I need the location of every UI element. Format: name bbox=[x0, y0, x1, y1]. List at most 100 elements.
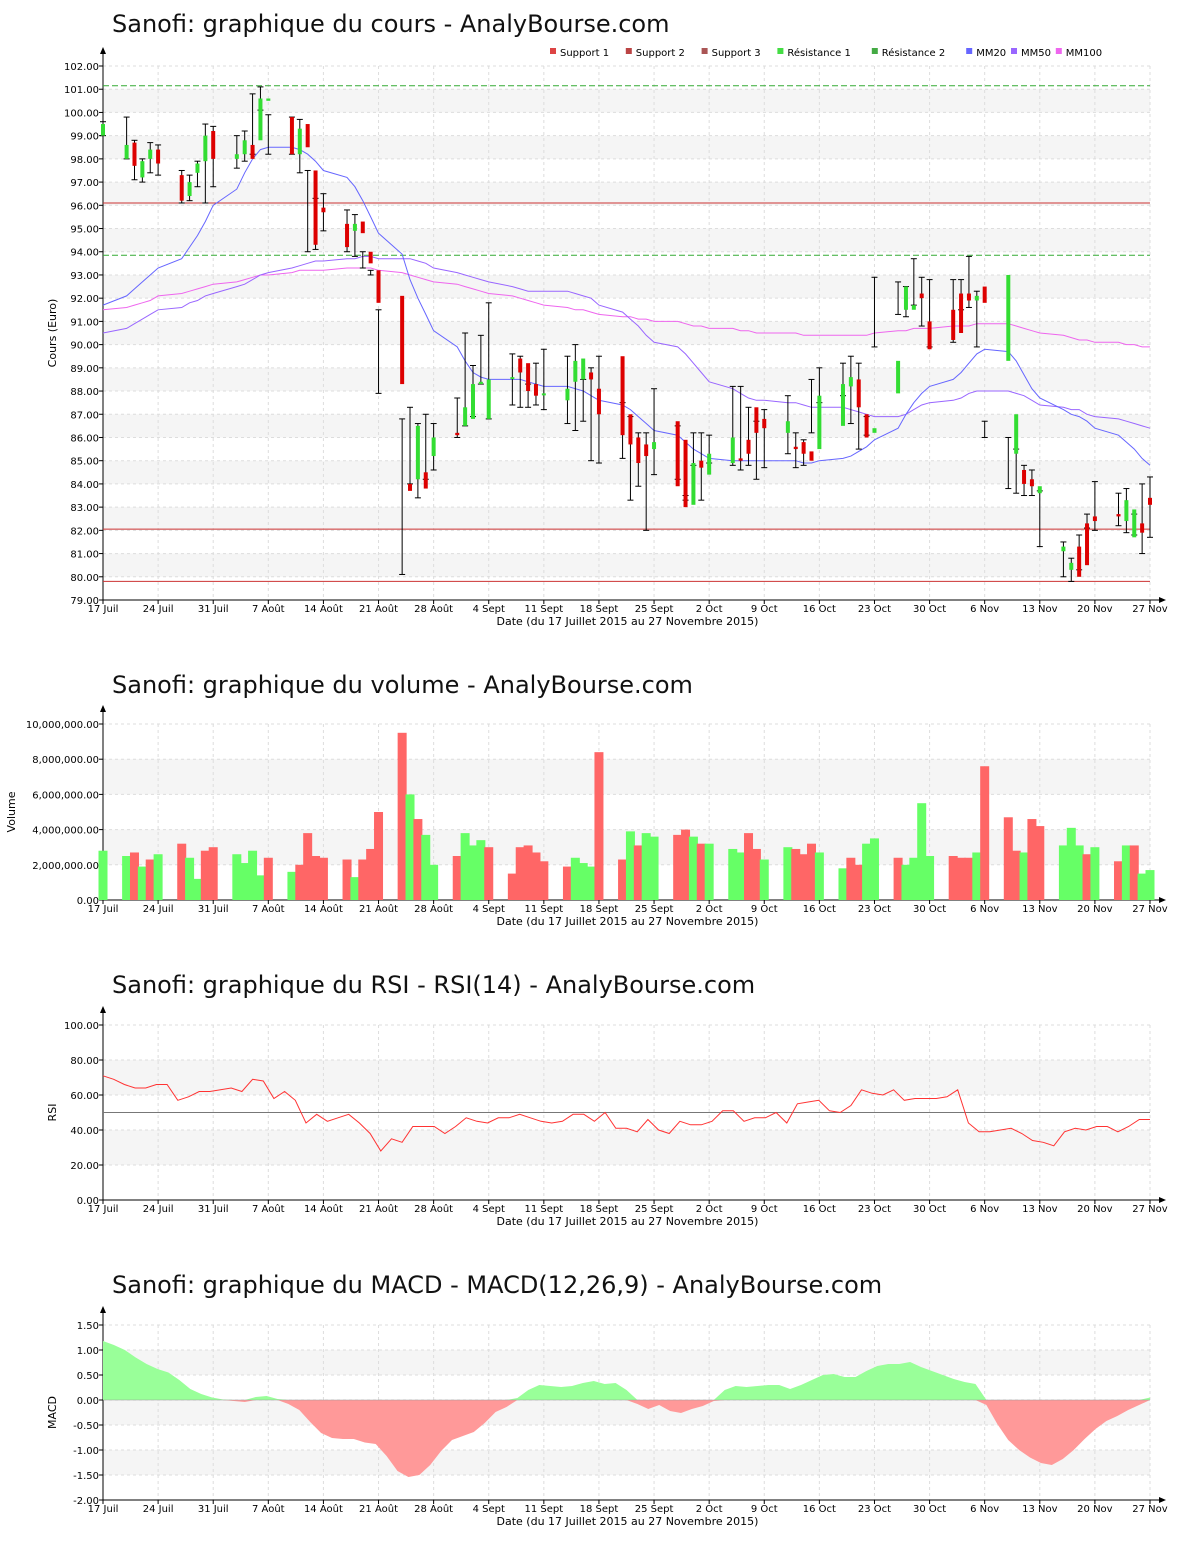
candle bbox=[871, 276, 878, 433]
x-tick-label: 24 Juil bbox=[143, 1204, 174, 1215]
candle-body bbox=[730, 437, 735, 464]
y-tick-label: 82.00 bbox=[70, 526, 99, 537]
y-tick-label: 100.00 bbox=[64, 108, 99, 119]
candle bbox=[895, 281, 902, 394]
candle-body bbox=[565, 388, 570, 401]
candle bbox=[265, 98, 272, 155]
volume-bar bbox=[1058, 845, 1068, 900]
candle-body bbox=[526, 363, 531, 392]
candle-body bbox=[289, 117, 294, 155]
y-tick-label: 90.00 bbox=[70, 341, 99, 352]
candle-body bbox=[431, 437, 436, 457]
rsi-chart-title: Sanofi: graphique du RSI - RSI(14) - Ana… bbox=[112, 971, 756, 999]
candle-body bbox=[533, 384, 538, 396]
legend-label: Résistance 2 bbox=[882, 47, 945, 59]
volume-bar bbox=[846, 857, 856, 900]
volume-bar bbox=[468, 845, 478, 900]
x-tick-label: 14 Août bbox=[304, 1503, 343, 1515]
legend-swatch bbox=[871, 48, 878, 54]
candle bbox=[477, 334, 484, 385]
legend-swatch bbox=[701, 48, 708, 54]
y-tick-label: 95.00 bbox=[70, 225, 99, 236]
candle bbox=[1068, 557, 1075, 582]
candle-body bbox=[1037, 486, 1042, 494]
x-axis-arrow bbox=[1159, 897, 1166, 903]
mm100-line bbox=[102, 267, 1150, 348]
candle-body bbox=[1006, 274, 1011, 361]
x-tick-label: 25 Sept bbox=[635, 904, 674, 915]
candle-body bbox=[1014, 414, 1019, 454]
candle-body bbox=[203, 135, 208, 162]
candle-body bbox=[518, 358, 523, 373]
volume-bar bbox=[232, 854, 242, 900]
candle bbox=[296, 118, 303, 174]
x-tick-label: 28 Août bbox=[414, 603, 453, 615]
x-tick-label: 7 Août bbox=[252, 603, 285, 615]
volume-bar bbox=[145, 859, 155, 900]
candle bbox=[950, 279, 957, 343]
x-axis-label: Date (du 17 Juillet 2015 au 27 Novembre … bbox=[497, 615, 759, 628]
x-tick-label: 21 Août bbox=[359, 903, 398, 915]
x-axis-label: Date (du 17 Juillet 2015 au 27 Novembre … bbox=[497, 1515, 759, 1528]
x-tick-label: 21 Août bbox=[359, 1203, 398, 1215]
x-tick-label: 27 Nov bbox=[1132, 604, 1168, 615]
x-tick-label: 7 Août bbox=[252, 1203, 285, 1215]
volume-bar bbox=[98, 850, 108, 900]
candle-body bbox=[1140, 523, 1145, 533]
candle-body bbox=[345, 223, 350, 248]
candle-body bbox=[211, 131, 216, 159]
candle bbox=[682, 439, 689, 508]
candle-body bbox=[801, 442, 806, 454]
candle bbox=[981, 286, 988, 438]
volume-bar bbox=[177, 843, 187, 900]
candle-body bbox=[1069, 562, 1074, 570]
candle bbox=[863, 414, 870, 438]
candle bbox=[847, 355, 854, 425]
volume-bar bbox=[893, 857, 903, 900]
candle-body bbox=[1092, 516, 1097, 522]
candle-body bbox=[793, 446, 798, 450]
y-tick-label: 1.00 bbox=[77, 1346, 99, 1357]
candle bbox=[800, 439, 807, 466]
candle-body bbox=[644, 444, 649, 457]
candle-body bbox=[746, 439, 751, 454]
candle bbox=[186, 174, 193, 202]
legend-swatch bbox=[550, 48, 556, 54]
candle bbox=[706, 434, 713, 475]
candle-body bbox=[1029, 479, 1034, 487]
candle bbox=[288, 116, 295, 155]
y-tick-label: 87.00 bbox=[70, 410, 99, 421]
volume-bar bbox=[783, 847, 793, 900]
y-axis-arrow bbox=[100, 1006, 106, 1013]
x-tick-label: 14 Août bbox=[304, 903, 343, 915]
volume-bar bbox=[901, 864, 911, 900]
y-tick-label: 83.00 bbox=[70, 503, 99, 514]
x-tick-label: 6 Nov bbox=[970, 904, 999, 915]
x-tick-label: 11 Sept bbox=[525, 604, 564, 615]
candle bbox=[1139, 483, 1146, 555]
x-tick-label: 6 Nov bbox=[970, 1204, 999, 1215]
candle bbox=[312, 170, 319, 250]
candle bbox=[635, 432, 642, 487]
volume-chart-title: Sanofi: graphique du volume - AnalyBours… bbox=[112, 671, 693, 699]
y-axis-label: Cours (Euro) bbox=[46, 299, 59, 368]
candle-body bbox=[250, 144, 255, 159]
x-tick-label: 2 Oct bbox=[696, 1204, 723, 1215]
x-tick-label: 27 Nov bbox=[1132, 1504, 1168, 1515]
candle bbox=[202, 123, 209, 204]
candle bbox=[147, 142, 154, 174]
volume-bar bbox=[192, 878, 202, 900]
x-tick-label: 25 Sept bbox=[635, 604, 674, 615]
volume-bar bbox=[374, 812, 384, 900]
candle-body bbox=[1022, 469, 1027, 484]
candle bbox=[178, 169, 185, 204]
candle bbox=[454, 397, 461, 438]
volume-bar bbox=[838, 868, 848, 900]
candle-body bbox=[297, 128, 302, 155]
volume-bar bbox=[507, 873, 517, 900]
x-tick-label: 11 Sept bbox=[525, 1504, 564, 1515]
candle bbox=[910, 258, 917, 310]
candle bbox=[517, 355, 524, 408]
x-tick-label: 31 Juil bbox=[198, 904, 229, 915]
legend-swatch bbox=[1011, 48, 1017, 54]
